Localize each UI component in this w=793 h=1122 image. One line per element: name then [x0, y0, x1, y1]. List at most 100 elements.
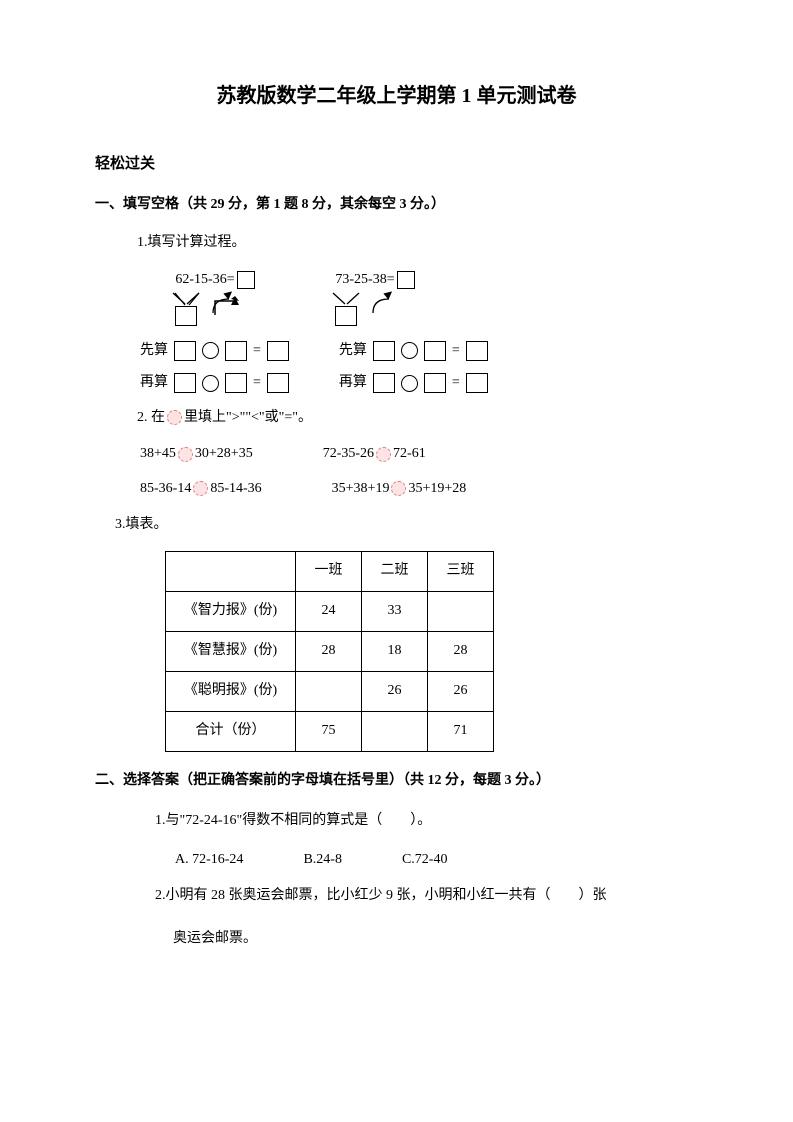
table-row: 《聪明报》(份) 26 26 [166, 671, 494, 711]
pre-a-label: 先算 [140, 340, 168, 362]
cell: 75 [296, 711, 362, 751]
cmp-item-1: 72-35-26 72-61 [323, 443, 426, 465]
eq: = [253, 340, 261, 362]
table-row: 合计（份） 75 71 [166, 711, 494, 751]
eq: = [452, 372, 460, 394]
cmp-item-2: 85-36-14 85-14-36 [140, 478, 262, 500]
dotted-circle-icon [167, 410, 182, 425]
cell: 28 [428, 631, 494, 671]
v-arrow-b [325, 291, 425, 319]
cell [296, 671, 362, 711]
table-row: 《智慧报》(份) 28 18 28 [166, 631, 494, 671]
cell: 33 [362, 591, 428, 631]
box [466, 373, 488, 393]
row-label: 合计（份） [166, 711, 296, 751]
op-circle [401, 375, 418, 392]
op-circle [401, 342, 418, 359]
cell [362, 711, 428, 751]
cmp-right: 72-61 [393, 443, 426, 465]
cmp-right: 35+19+28 [408, 478, 466, 500]
q2-label-suf: 里填上">""<"或"="。 [184, 410, 312, 425]
row-label: 《智慧报》(份) [166, 631, 296, 671]
cell: 24 [296, 591, 362, 631]
calc-a-post: 再算 = [140, 372, 289, 394]
cell: 18 [362, 631, 428, 671]
cmp-right: 85-14-36 [210, 478, 261, 500]
expr-b-text: 73-25-38= [335, 269, 394, 291]
dotted-circle-icon [193, 481, 208, 496]
th-blank [166, 551, 296, 591]
v-arrow-a [165, 291, 265, 319]
box [174, 341, 196, 361]
eq: = [253, 372, 261, 394]
cmp-left: 38+45 [140, 443, 176, 465]
table-row: 《智力报》(份) 24 33 [166, 591, 494, 631]
cmp-left: 85-36-14 [140, 478, 191, 500]
box [466, 341, 488, 361]
calc-b-post: 再算 = [339, 372, 488, 394]
pre-b-label: 先算 [339, 340, 367, 362]
calc-a-pre: 先算 = [140, 340, 289, 362]
box [424, 341, 446, 361]
cell: 26 [428, 671, 494, 711]
q2-label: 2. 在 里填上">""<"或"="。 [137, 405, 698, 432]
result-box-b [397, 271, 415, 289]
result-box-a [237, 271, 255, 289]
cmp-right: 30+28+35 [195, 443, 253, 465]
s2-q2-text-b: 奥运会邮票。 [173, 924, 698, 955]
q3-label: 3.填表。 [115, 512, 698, 539]
cell: 26 [362, 671, 428, 711]
option-c: C.72-40 [402, 849, 448, 871]
option-a: A. 72-16-24 [175, 849, 243, 871]
cmp-item-3: 35+38+19 35+19+28 [332, 478, 467, 500]
box [373, 341, 395, 361]
diagram-a: 62-15-36= [165, 269, 265, 328]
expr-a-line: 62-15-36= [175, 269, 254, 291]
option-b: B.24-8 [303, 849, 342, 871]
cell: 71 [428, 711, 494, 751]
box [424, 373, 446, 393]
cmp-left: 72-35-26 [323, 443, 374, 465]
th-class2: 二班 [362, 551, 428, 591]
cmp-item-0: 38+45 30+28+35 [140, 443, 253, 465]
q3-table: 一班 二班 三班 《智力报》(份) 24 33 《智慧报》(份) 28 18 2… [165, 551, 494, 752]
subtitle: 轻松过关 [95, 152, 698, 176]
box [267, 341, 289, 361]
op-circle [202, 375, 219, 392]
dotted-circle-icon [178, 447, 193, 462]
diagram-b: 73-25-38= [325, 269, 425, 328]
cell [428, 591, 494, 631]
expr-b-line: 73-25-38= [335, 269, 414, 291]
box [373, 373, 395, 393]
row-label: 《聪明报》(份) [166, 671, 296, 711]
cell: 28 [296, 631, 362, 671]
post-b-label: 再算 [339, 372, 367, 394]
op-circle [202, 342, 219, 359]
cmp-left: 35+38+19 [332, 478, 390, 500]
section2-header: 二、选择答案（把正确答案前的字母填在括号里）（共 12 分，每题 3 分。） [95, 770, 698, 792]
q2-rows: 38+45 30+28+35 72-35-26 72-61 85-36-14 8… [140, 443, 698, 500]
dotted-circle-icon [376, 447, 391, 462]
s2-q1-text: 1.与"72-24-16"得数不相同的算式是（ ）。 [155, 806, 698, 837]
eq: = [452, 340, 460, 362]
page-title: 苏教版数学二年级上学期第 1 单元测试卷 [95, 80, 698, 112]
box [225, 373, 247, 393]
th-class1: 一班 [296, 551, 362, 591]
th-class3: 三班 [428, 551, 494, 591]
table-header-row: 一班 二班 三班 [166, 551, 494, 591]
q2-label-pre: 2. 在 [137, 410, 165, 425]
q1-label: 1.填写计算过程。 [137, 230, 698, 257]
box [174, 373, 196, 393]
expr-a-text: 62-15-36= [175, 269, 234, 291]
calc-rows: 先算 = 先算 = 再算 = 再算 [140, 340, 698, 395]
box [225, 341, 247, 361]
post-a-label: 再算 [140, 372, 168, 394]
calc-b-pre: 先算 = [339, 340, 488, 362]
row-label: 《智力报》(份) [166, 591, 296, 631]
section1-header: 一、填写空格（共 29 分，第 1 题 8 分，其余每空 3 分。） [95, 194, 698, 216]
s2-q2-text-a: 2.小明有 28 张奥运会邮票，比小红少 9 张，小明和小红一共有（ ）张 [155, 881, 698, 912]
box [267, 373, 289, 393]
q3-table-wrap: 一班 二班 三班 《智力报》(份) 24 33 《智慧报》(份) 28 18 2… [165, 551, 698, 752]
q1-diagrams: 62-15-36= 73-25-38= [165, 269, 698, 328]
dotted-circle-icon [391, 481, 406, 496]
